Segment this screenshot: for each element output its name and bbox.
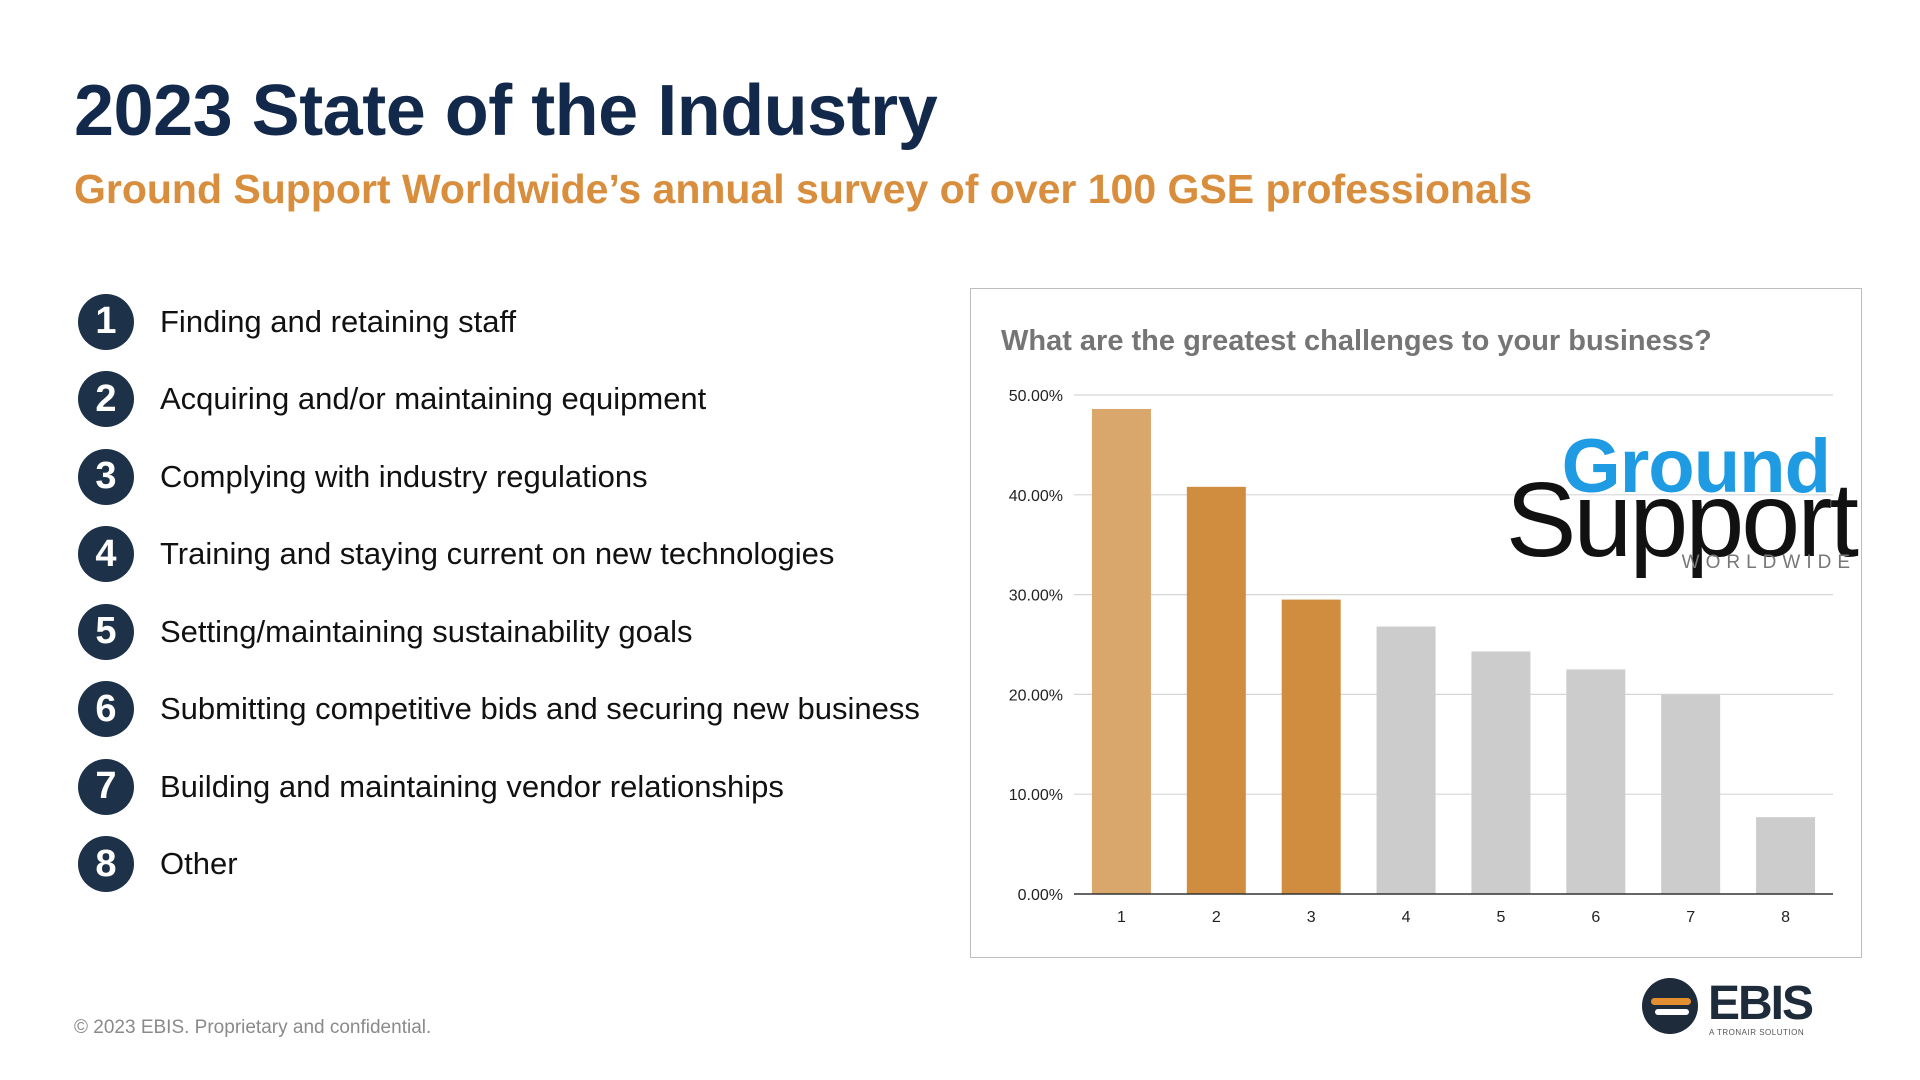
list-item: 4 Training and staying current on new te… [78, 516, 920, 594]
logo-ground-text: Ground [1561, 424, 1831, 509]
number-badge: 1 [78, 293, 134, 350]
ebis-emblem-icon [1642, 978, 1698, 1034]
list-item-label: Complying with industry regulations [160, 458, 648, 494]
number-badge: 4 [78, 526, 134, 583]
bar [1281, 599, 1341, 894]
y-tick-label: 30.00% [1009, 588, 1063, 605]
ebis-wordmark: EBIS [1708, 977, 1814, 1030]
bar [1566, 669, 1626, 894]
x-tick-label: 6 [1591, 909, 1600, 926]
number-badge: 6 [78, 681, 134, 738]
bar [1471, 651, 1531, 894]
x-tick-label: 3 [1307, 909, 1316, 926]
logo-support-text: Support [1505, 461, 1859, 579]
list-item-label: Submitting competitive bids and securing… [160, 691, 920, 727]
y-tick-label: 10.00% [1009, 787, 1063, 804]
y-tick-label: 20.00% [1009, 687, 1063, 704]
list-item: 6 Submitting competitive bids and securi… [78, 671, 920, 749]
list-item-label: Building and maintaining vendor relation… [160, 768, 784, 804]
chart-panel: 0.00% 10.00% 20.00% 30.00% 40.00% 50.00% 1 2 3 4 5… [970, 288, 1862, 958]
list-item-label: Finding and retaining staff [160, 303, 517, 339]
x-tick-label: 2 [1212, 909, 1221, 926]
number-badge: 2 [78, 371, 134, 428]
list-item-label: Setting/maintaining sustainability goals [160, 613, 693, 649]
logo-worldwide-text: WORLDWIDE [1681, 552, 1856, 573]
chart-title: What are the greatest challenges to your… [1001, 325, 1712, 357]
list-item-label: Other [160, 846, 238, 882]
list-item-label: Acquiring and/or maintaining equipment [160, 381, 707, 417]
list-item: 7 Building and maintaining vendor relati… [78, 748, 920, 826]
x-tick-label: 1 [1117, 909, 1126, 926]
list-item-label: Training and staying current on new tech… [160, 536, 835, 572]
ebis-tagline: A TRONAIR SOLUTION [1709, 1028, 1805, 1037]
x-tick-label: 8 [1781, 909, 1790, 926]
bar [1376, 626, 1436, 894]
y-tick-label: 50.00% [1009, 388, 1063, 405]
x-tick-label: 5 [1496, 909, 1505, 926]
bar [1091, 408, 1151, 894]
bar-chart: 0.00% 10.00% 20.00% 30.00% 40.00% 50.00% 1 2 3 4 5… [1009, 388, 1833, 926]
list-item: 2 Acquiring and/or maintaining equipment [78, 361, 920, 439]
page-title: 2023 State of the Industry [74, 71, 938, 151]
bar [1661, 694, 1721, 894]
list-item: 8 Other [78, 826, 920, 904]
bar [1186, 486, 1246, 894]
x-tick-label: 7 [1686, 909, 1695, 926]
bar [1756, 817, 1816, 894]
page-subtitle: Ground Support Worldwide’s annual survey… [74, 166, 1533, 212]
number-badge: 5 [78, 603, 134, 660]
list-item: 5 Setting/maintaining sustainability goa… [78, 593, 920, 671]
y-tick-label: 0.00% [1018, 887, 1063, 904]
list-item: 1 Finding and retaining staff [78, 283, 920, 361]
number-badge: 7 [78, 758, 134, 815]
ground-support-worldwide-logo: Ground Support WORLDWIDE [1451, 424, 1859, 589]
number-badge: 8 [78, 836, 134, 893]
number-badge: 3 [78, 448, 134, 505]
x-tick-label: 4 [1402, 909, 1411, 926]
list-item: 3 Complying with industry regulations [78, 438, 920, 516]
y-tick-label: 40.00% [1009, 488, 1063, 505]
copyright-footer: © 2023 EBIS. Proprietary and confidentia… [74, 1017, 432, 1038]
challenge-list: 1 Finding and retaining staff 2 Acquirin… [78, 283, 920, 903]
ebis-logo: EBIS A TRONAIR SOLUTION [1642, 978, 1822, 1040]
